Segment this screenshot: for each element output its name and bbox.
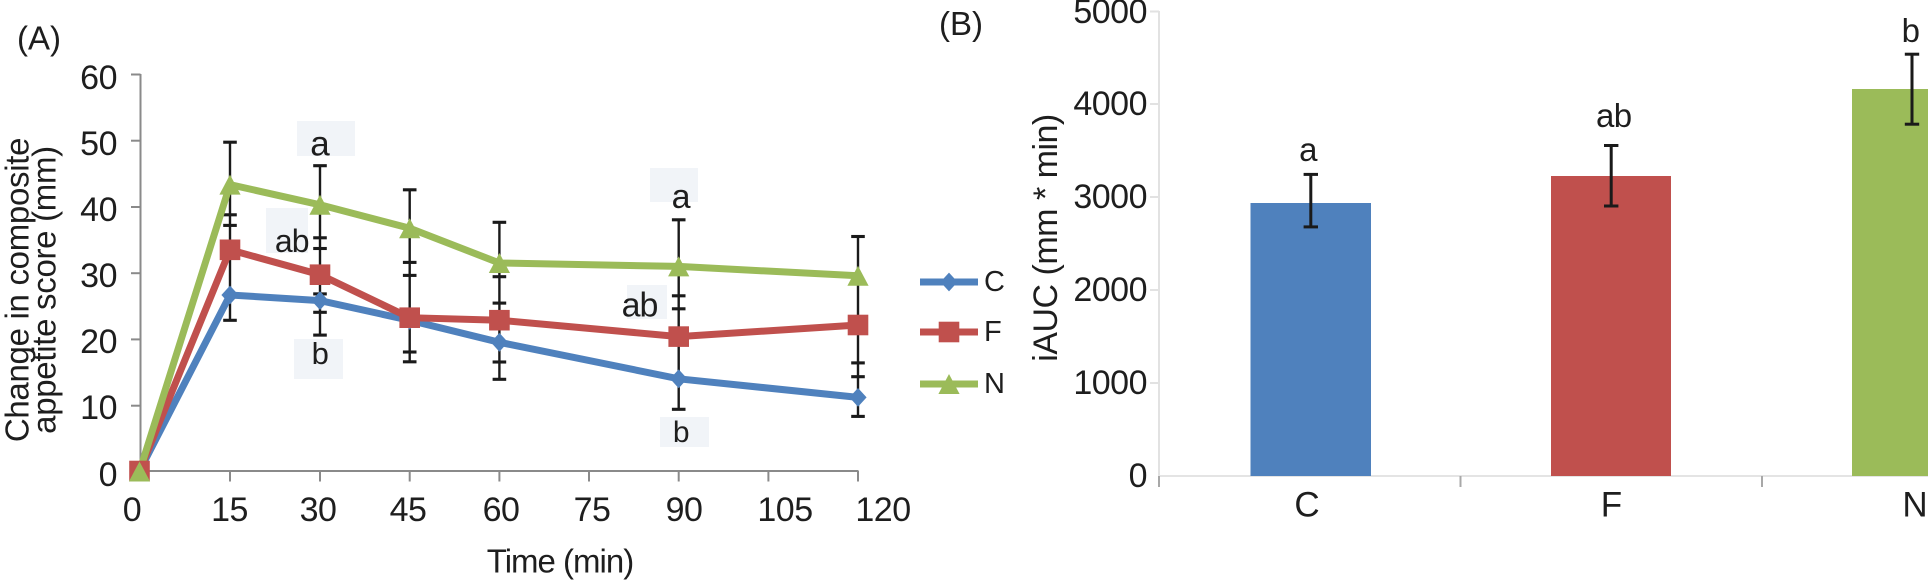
svg-text:120: 120 <box>855 491 910 529</box>
svg-text:b: b <box>1902 12 1920 49</box>
svg-text:50: 50 <box>80 125 117 163</box>
svg-text:a: a <box>310 124 330 163</box>
svg-text:2000: 2000 <box>1073 271 1147 309</box>
svg-text:C: C <box>984 266 1005 298</box>
svg-text:F: F <box>1601 486 1622 525</box>
svg-text:C: C <box>1294 486 1319 525</box>
svg-text:N: N <box>984 368 1005 400</box>
svg-text:(B): (B) <box>939 5 983 42</box>
svg-text:45: 45 <box>390 491 427 529</box>
svg-text:iAUC (mm * min): iAUC (mm * min) <box>1027 114 1065 361</box>
svg-text:ab: ab <box>1596 97 1632 134</box>
svg-text:4000: 4000 <box>1073 85 1147 123</box>
svg-text:b: b <box>673 416 689 449</box>
svg-text:(A): (A) <box>17 20 61 57</box>
svg-text:5000: 5000 <box>1073 0 1147 31</box>
svg-text:60: 60 <box>80 59 117 97</box>
svg-text:b: b <box>312 336 328 371</box>
svg-text:3000: 3000 <box>1073 178 1147 216</box>
svg-text:a: a <box>672 178 691 216</box>
svg-text:40: 40 <box>80 191 117 229</box>
svg-text:ab: ab <box>622 286 658 324</box>
svg-text:F: F <box>984 316 1002 348</box>
svg-text:105: 105 <box>757 491 812 529</box>
svg-text:a: a <box>1299 131 1318 168</box>
svg-text:10: 10 <box>80 389 117 427</box>
svg-text:Time (min): Time (min) <box>487 543 633 580</box>
svg-text:0: 0 <box>1129 457 1147 495</box>
svg-text:N: N <box>1902 486 1927 525</box>
svg-text:0: 0 <box>99 456 117 494</box>
svg-text:75: 75 <box>574 491 611 529</box>
svg-text:0: 0 <box>123 491 141 529</box>
svg-text:15: 15 <box>211 491 248 529</box>
svg-text:1000: 1000 <box>1073 364 1147 402</box>
svg-text:appetite score (mm): appetite score (mm) <box>26 146 63 434</box>
svg-text:ab: ab <box>275 223 309 259</box>
svg-text:90: 90 <box>666 491 703 529</box>
svg-text:30: 30 <box>80 257 117 295</box>
svg-text:60: 60 <box>483 491 520 529</box>
svg-text:Change in composite: Change in composite <box>0 138 36 442</box>
svg-text:30: 30 <box>300 491 337 529</box>
svg-text:20: 20 <box>80 323 117 361</box>
